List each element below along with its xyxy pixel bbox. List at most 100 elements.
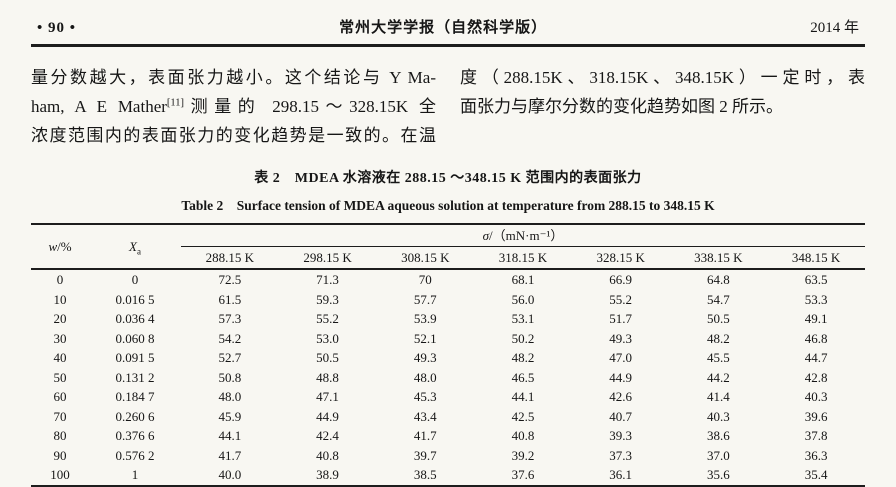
table-cell: 64.8 — [706, 272, 730, 287]
page-number: • 90 • — [37, 20, 77, 36]
text-line: 量分数越大，表面张力越小。这个结论与 Y Ma- — [31, 68, 436, 87]
table-cell: 60 — [53, 389, 67, 404]
table-cell: 80 — [53, 428, 67, 443]
col-header-sigma: σ/（mN·m⁻¹） — [181, 224, 865, 247]
table-cell: 37.3 — [609, 447, 633, 463]
col-header-temp: 348.15 K — [767, 246, 865, 270]
table-cell: 100 — [50, 467, 70, 482]
table-cell: 40.0 — [218, 467, 242, 482]
table-header-row-2: 288.15 K 298.15 K 308.15 K 318.15 K 328.… — [31, 246, 865, 270]
table-cell: 61.5 — [218, 291, 242, 307]
table-head: w/% Xa σ/（mN·m⁻¹） 288.15 K 298.15 K 308.… — [31, 224, 865, 270]
table-cell: 40 — [53, 350, 67, 365]
table-row: 40 0.091 5 52.7 50.5 49.3 48.2 47.0 45.5 44.7 — [31, 348, 865, 368]
table-row: 0 0 72.5 71.3 70 68.1 66.9 64.8 63.5 — [31, 269, 865, 290]
table-cell: 55.2 — [609, 291, 633, 307]
table-cell: 39.2 — [511, 447, 535, 463]
col-header-temp: 318.15 K — [474, 246, 572, 270]
col-header-temp: 328.15 K — [571, 246, 670, 270]
text-line: 度（288.15K、318.15K、348.15K）一定时，表 — [460, 68, 865, 87]
table-cell: 48.8 — [316, 369, 339, 385]
running-head: • 90 • 常州大学学报（自然科学版） 2014 年 — [31, 13, 865, 37]
table-cell: 20 — [53, 311, 67, 326]
text-line: ham, A E Mather[11]测量的 298.15～328.15K 全 — [31, 92, 436, 121]
table-cell: 40.8 — [316, 447, 339, 463]
table-row: 60 0.184 7 48.0 47.1 45.3 44.1 42.6 41.4 40.3 — [31, 387, 865, 407]
table-cell: 0.091 5 — [115, 350, 155, 365]
citation-ref: [11] — [166, 97, 185, 109]
table-cell: 50 — [53, 369, 67, 385]
table-cell: 45.9 — [218, 408, 242, 424]
table-cell: 54.7 — [706, 291, 730, 307]
table-cell: 37.0 — [706, 447, 730, 463]
table-cell: 43.4 — [413, 408, 437, 424]
table-cell: 50.5 — [316, 350, 339, 365]
table-cell: 51.7 — [609, 311, 633, 326]
table-cell: 44.2 — [706, 369, 730, 385]
table-cell: 50.2 — [511, 330, 535, 346]
table-cell: 39.6 — [804, 408, 828, 424]
table-cell: 44.1 — [218, 428, 242, 443]
table-cell: 0.376 6 — [115, 428, 155, 443]
col-header-w: w/% — [31, 224, 89, 270]
table-cell: 49.3 — [609, 330, 633, 346]
col-header-temp: 288.15 K — [181, 246, 279, 270]
table-row: 90 0.576 2 41.7 40.8 39.7 39.2 37.3 37.0 36.3 — [31, 446, 865, 466]
table-cell: 39.3 — [609, 428, 633, 443]
table-cell: 41.7 — [218, 447, 242, 463]
left-column: 量分数越大，表面张力越小。这个结论与 Y Ma- ham, A E Mather… — [31, 63, 436, 150]
col-header-temp: 298.15 K — [278, 246, 377, 270]
table-cell: 72.5 — [218, 272, 242, 287]
table-cell: 0.576 2 — [115, 447, 155, 463]
table-cell: 50.5 — [706, 311, 730, 326]
publication-year: 2014 年 — [810, 20, 859, 36]
table-cell: 52.1 — [413, 330, 437, 346]
header-rule — [31, 44, 865, 47]
table-cell: 47.0 — [609, 350, 633, 365]
table-row: 70 0.260 6 45.9 44.9 43.4 42.5 40.7 40.3 39.6 — [31, 407, 865, 427]
col-header-temp: 308.15 K — [376, 246, 475, 270]
table-cell: 47.1 — [316, 389, 339, 404]
table-cell: 53.1 — [511, 311, 535, 326]
table-cell: 66.9 — [609, 272, 633, 287]
table-cell: 0.036 4 — [115, 311, 155, 326]
text-line: 浓度范围内的表面张力的变化趋势是一致的。在温 — [31, 126, 436, 145]
table-body: 0 0 72.5 71.3 70 68.1 66.9 64.8 63.5 10 0.016 5 61.… — [31, 269, 865, 486]
table-cell: 41.7 — [413, 428, 437, 443]
table-cell: 71.3 — [316, 272, 339, 287]
table-cell: 0.016 5 — [115, 291, 155, 307]
table-cell: 36.3 — [804, 447, 828, 463]
table-cell: 38.5 — [413, 467, 437, 482]
table-cell: 45.5 — [706, 350, 730, 365]
table-cell: 38.9 — [316, 467, 339, 482]
table-cell: 49.1 — [804, 311, 828, 326]
table-cell: 36.1 — [609, 467, 633, 482]
table-cell: 42.6 — [609, 389, 633, 404]
table-cell: 38.6 — [706, 428, 730, 443]
table-caption-zh: 表 2 MDEA 水溶液在 288.15 ～348.15 K 范围内的表面张力 — [254, 171, 642, 186]
table-cell: 55.2 — [316, 311, 339, 326]
text-segment: ham, A E Mather — [31, 97, 167, 116]
table-cell: 59.3 — [316, 291, 339, 307]
table-cell: 42.4 — [316, 428, 339, 443]
table-cell: 44.9 — [316, 408, 339, 424]
table-cell: 37.8 — [804, 428, 828, 443]
table-row: 50 0.131 2 50.8 48.8 48.0 46.5 44.9 44.2 42.8 — [31, 368, 865, 388]
table-row: 20 0.036 4 57.3 55.2 53.9 53.1 51.7 50.5 49.1 — [31, 309, 865, 329]
table-cell: 53.3 — [804, 291, 828, 307]
table-cell: 44.9 — [609, 369, 633, 385]
table-cell: 0.260 6 — [115, 408, 155, 424]
table-cell: 54.2 — [218, 330, 242, 346]
table-cell: 52.7 — [218, 350, 242, 365]
table-cell: 0 — [131, 272, 139, 287]
table-row: 80 0.376 6 44.1 42.4 41.7 40.8 39.3 38.6 37.8 — [31, 426, 865, 446]
table-cell: 48.0 — [413, 369, 437, 385]
table-cell: 42.8 — [804, 369, 828, 385]
table-cell: 90 — [53, 447, 67, 463]
table-cell: 48.0 — [218, 389, 242, 404]
table-cell: 48.2 — [511, 350, 535, 365]
table-cell: 44.7 — [804, 350, 828, 365]
table-cell: 0 — [56, 272, 64, 287]
table-row: 30 0.060 8 54.2 53.0 52.1 50.2 49.3 48.2 46.8 — [31, 329, 865, 349]
